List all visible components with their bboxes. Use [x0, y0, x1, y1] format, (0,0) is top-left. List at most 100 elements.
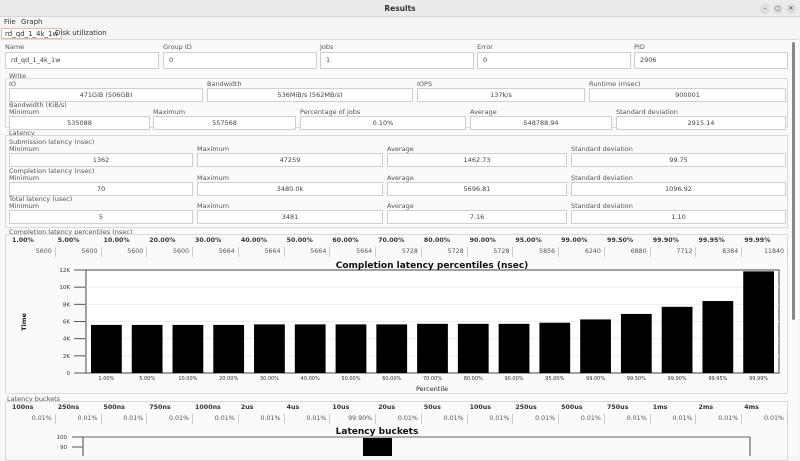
percentiles-group [5, 234, 788, 394]
latency-label: Latency [9, 129, 35, 137]
percentile-value: 6880 [605, 247, 651, 257]
bucket-header: 4us [286, 404, 300, 411]
bw-1-value: 557568 [153, 116, 296, 130]
latency-2-3-label: Standard deviation [571, 202, 633, 210]
latency-group-label: Submission latency (nsec) [9, 138, 95, 146]
bucket-header: 500ns [103, 404, 125, 411]
latency-group [5, 135, 788, 228]
percentile-value: 5728 [468, 247, 514, 257]
percentile-header: 99.50% [606, 237, 634, 244]
bucket-header: 100ns [12, 404, 34, 411]
bucket-header: 250us [515, 404, 537, 411]
bucket-value: 0.01% [147, 414, 194, 424]
latency-0-1-label: Maximum [197, 145, 230, 153]
latency-2-0-label: Minimum [9, 202, 40, 210]
latency-0-0-value: 1362 [9, 153, 193, 167]
bucket-header: 1ms [652, 404, 668, 411]
percentile-value: 7712 [651, 247, 697, 257]
bucket-header: 2ms [698, 404, 714, 411]
latency-1-3-label: Standard deviation [571, 174, 633, 182]
bucket-value: 0.01% [102, 414, 148, 424]
bucket-header: 50us [423, 404, 441, 411]
percentile-header: 99.99% [744, 237, 771, 244]
scrollbar[interactable] [792, 42, 795, 320]
write-0-value: 471GiB (506GB) [9, 88, 203, 102]
percentile-header: 70.00% [378, 237, 405, 244]
latency-2-1-label: Maximum [197, 202, 230, 210]
menu-file[interactable]: File [4, 18, 16, 26]
latency-1-1-label: Maximum [197, 174, 230, 182]
percentile-header: 20.00% [149, 237, 176, 244]
close-button[interactable]: ✕ [786, 4, 796, 14]
job-error-label: Error [477, 43, 493, 51]
window-title: Results [384, 4, 416, 13]
percentile-value: 6240 [559, 247, 605, 257]
percentile-header: 40.00% [240, 237, 268, 244]
bucket-value: 0.01% [376, 414, 422, 424]
latency-group-label: Completion latency (nsec) [9, 167, 95, 175]
job-pid-value: 2906 [634, 52, 788, 69]
percentile-value: 5664 [330, 247, 377, 257]
write-3-label: Runtime (msec) [589, 80, 641, 88]
bucket-header: 250ns [57, 404, 80, 411]
job-name-label: Name [5, 43, 25, 51]
percentile-value: 11840 [742, 247, 788, 257]
latency-0-0-label: Minimum [9, 145, 40, 153]
percentile-header: 95.00% [515, 237, 542, 244]
bucket-header: 2us [240, 404, 254, 411]
bucket-value: 0.01% [422, 414, 468, 424]
bucket-value: 0.01% [605, 414, 651, 424]
write-3-value: 900001 [589, 88, 786, 102]
latency-group-label: Total latency (usec) [9, 195, 73, 203]
bucket-header: 1000ns [195, 404, 221, 411]
bucket-header: 750us [606, 404, 629, 411]
latency-2-2-value: 7.16 [387, 210, 567, 224]
bucket-value: 0.01% [468, 414, 514, 424]
percentile-value: 5664 [239, 247, 285, 257]
latency-1-3-value: 1096.92 [571, 182, 786, 196]
percentile-header: 90.00% [469, 237, 496, 244]
bw-4-value: 2915.14 [616, 116, 786, 130]
bucket-value: 99.90% [330, 414, 377, 424]
write-1-label: Bandwidth [207, 80, 242, 88]
bucket-value: 0.01% [742, 414, 788, 424]
job-jobs-label: Jobs [320, 43, 334, 51]
bucket-value: 0.01% [239, 414, 285, 424]
percentile-value: 5856 [513, 247, 560, 257]
maximize-button[interactable]: ▢ [773, 4, 783, 14]
job-jobs-value: 1 [320, 52, 474, 69]
bw-2-label: Percentage of jobs [300, 108, 361, 116]
bw-4-label: Standard deviation [616, 108, 678, 116]
write-label: Write [9, 72, 27, 80]
percentile-value: 5600 [147, 247, 194, 257]
write-2-value: 137k/s [417, 88, 585, 102]
bucket-header: 20us [378, 404, 396, 411]
latency-0-2-value: 1462.73 [387, 153, 567, 167]
bucket-value: 0.01% [696, 414, 743, 424]
job-group-id-value: 0 [163, 52, 317, 69]
percentile-header: 50.00% [286, 237, 313, 244]
bucket-header: 10us [332, 404, 350, 411]
bucket-header: 500us [561, 404, 583, 411]
write-2-label: IOPS [417, 80, 433, 88]
tab-disk-utilization[interactable]: Disk utilization [55, 29, 107, 37]
latency-buckets-label: Latency buckets [7, 395, 61, 403]
bandwidth-kib-label: Bandwidth (KiB/s) [9, 101, 67, 109]
menu-graph[interactable]: Graph [21, 18, 43, 26]
percentile-header: 5.00% [57, 237, 80, 244]
percentile-header: 30.00% [195, 237, 222, 244]
bucket-value: 0.01% [513, 414, 560, 424]
latency-1-0-label: Minimum [9, 174, 40, 182]
bucket-header: 750ns [149, 404, 171, 411]
job-group-id-label: Group ID [163, 43, 192, 51]
bucket-value: 0.01% [651, 414, 697, 424]
tab-job[interactable]: rd_qd_1_4k_1w [1, 28, 63, 39]
percentile-header: 99.90% [652, 237, 679, 244]
title-bar: Results – ▢ ✕ [0, 0, 800, 17]
job-pid-label: PID [634, 43, 645, 51]
percentile-value: 5600 [10, 247, 56, 257]
latency-1-1-value: 3480.0k [197, 182, 383, 196]
minimize-button[interactable]: – [760, 4, 770, 14]
bucket-value: 0.01% [559, 414, 605, 424]
percentile-value: 8384 [696, 247, 743, 257]
